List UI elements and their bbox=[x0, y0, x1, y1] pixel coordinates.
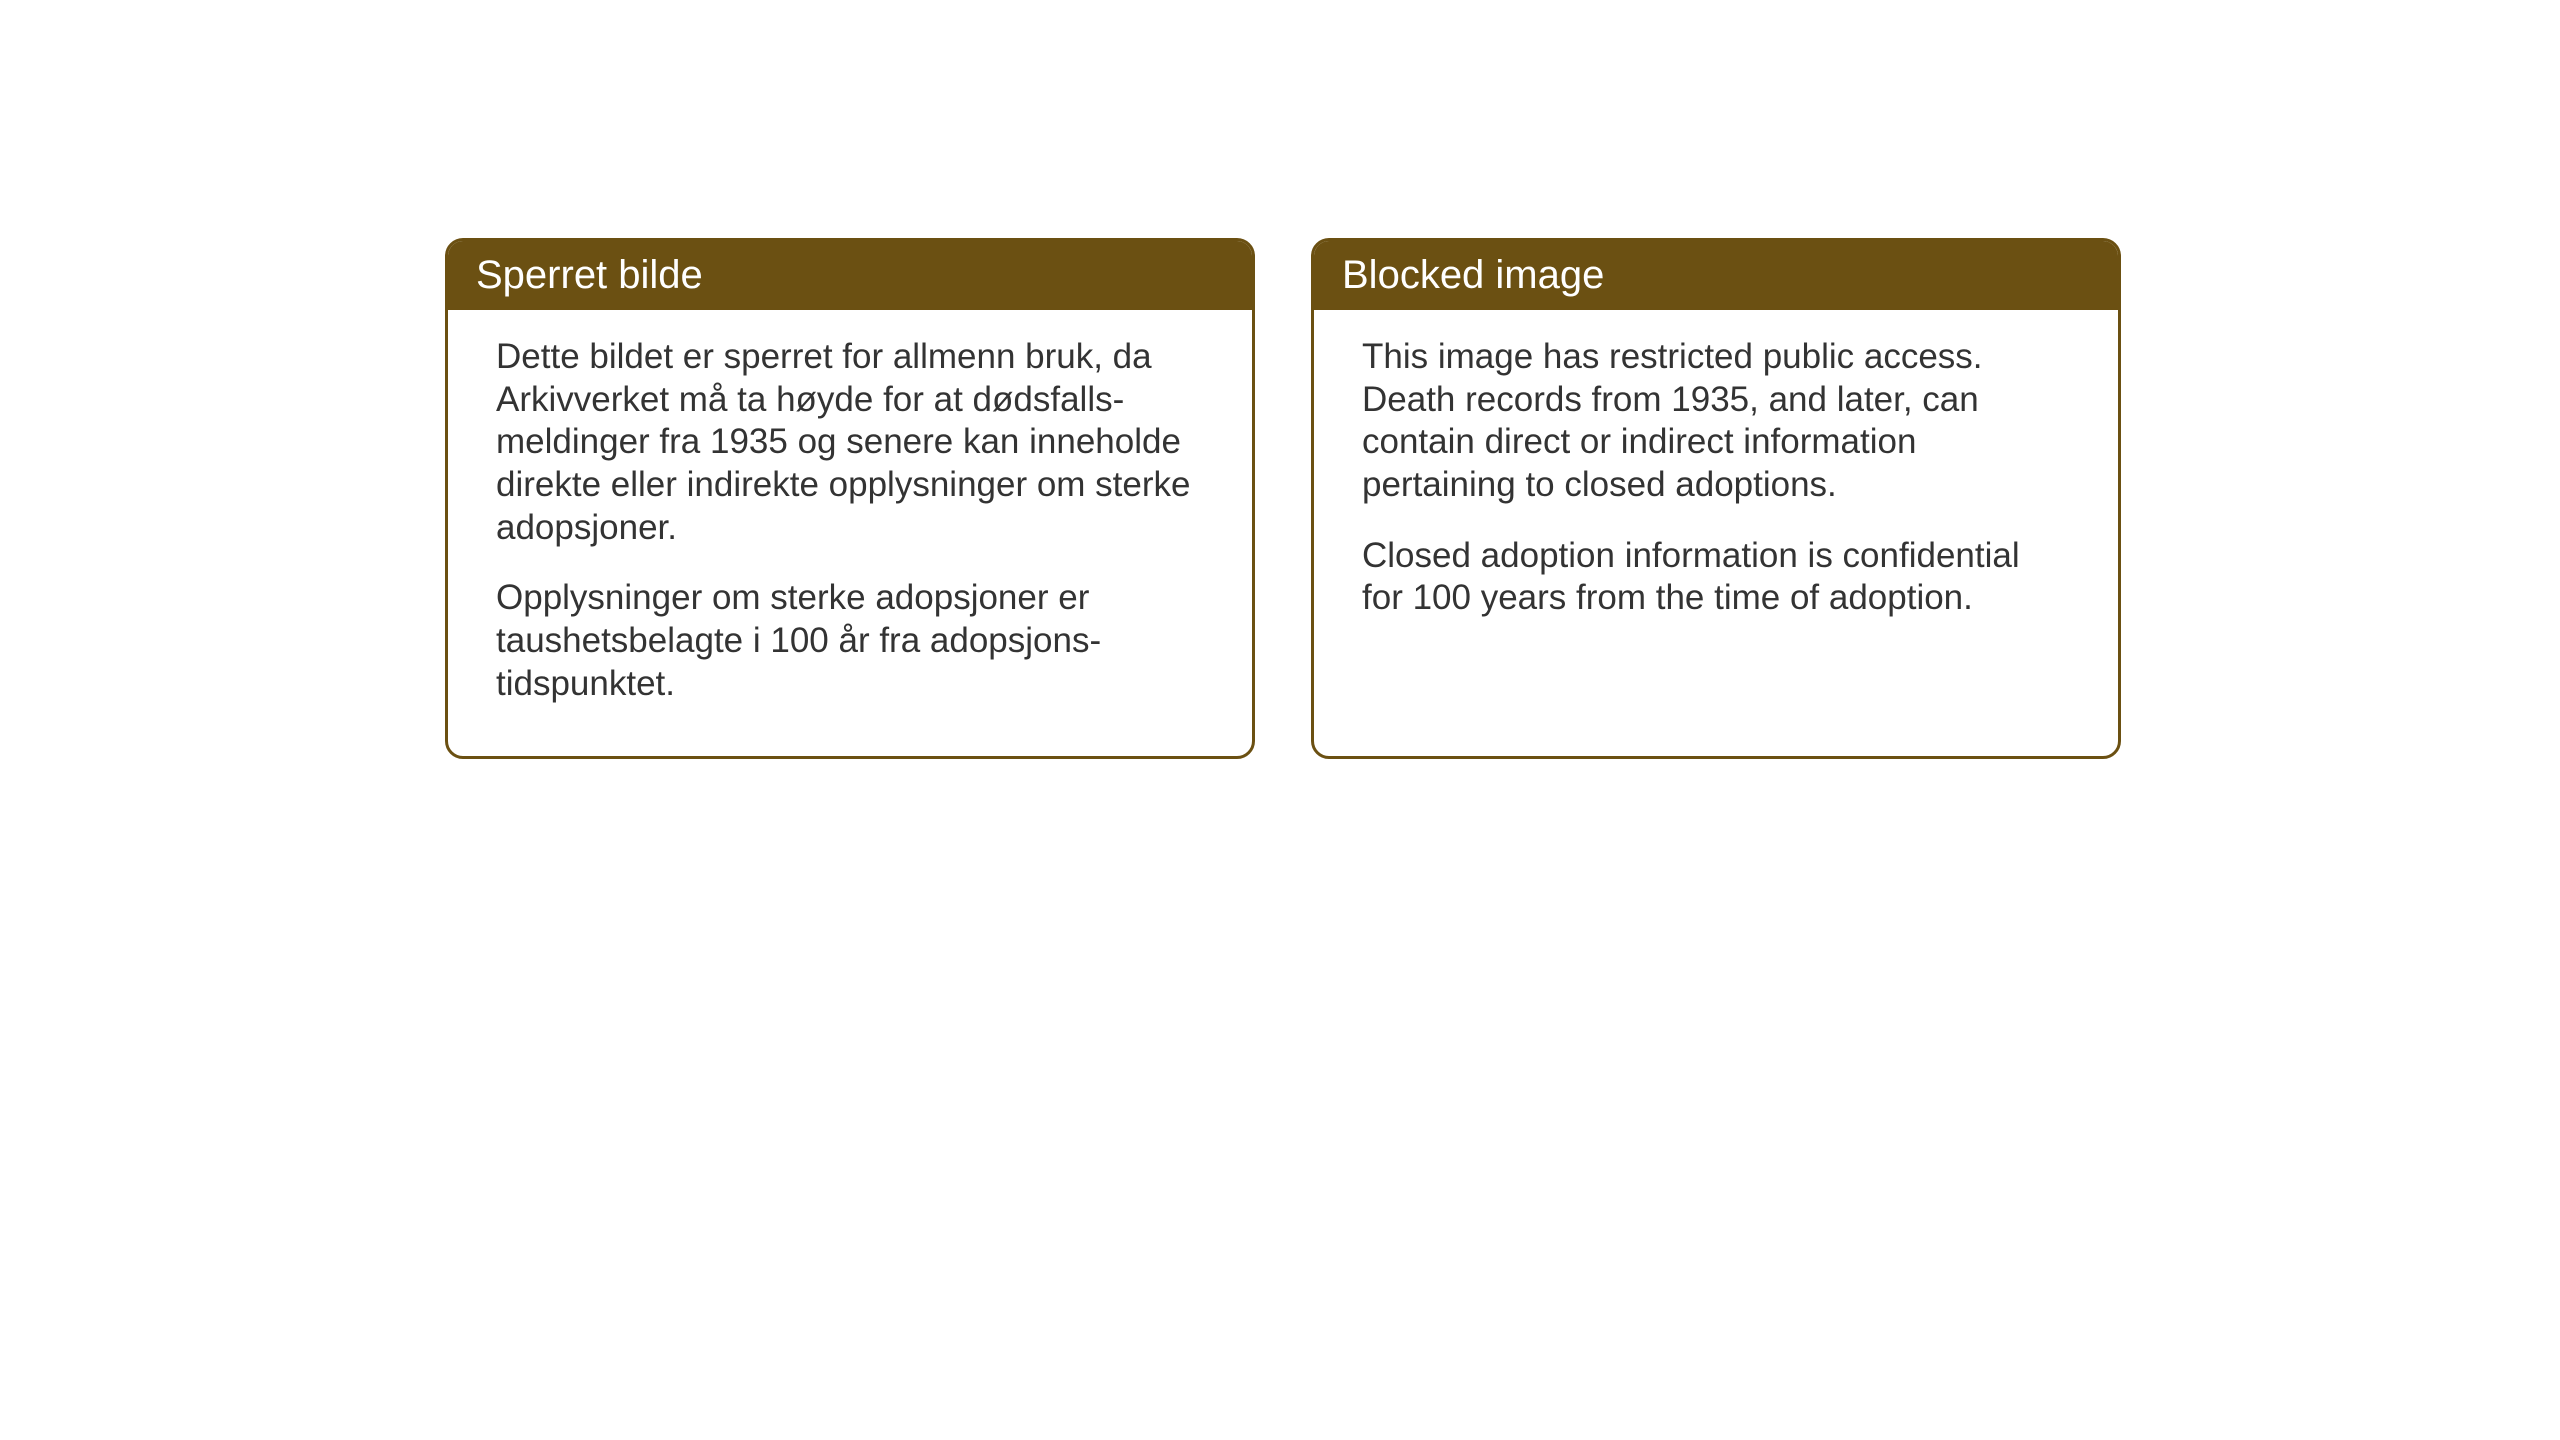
card-paragraph: Opplysninger om sterke adopsjoner er tau… bbox=[496, 577, 1204, 705]
notice-card-norwegian: Sperret bilde Dette bildet er sperret fo… bbox=[445, 238, 1255, 759]
card-title-english: Blocked image bbox=[1342, 253, 1604, 297]
card-header-english: Blocked image bbox=[1314, 241, 2118, 310]
card-paragraph: This image has restricted public access.… bbox=[1362, 336, 2070, 507]
card-paragraph: Closed adoption information is confident… bbox=[1362, 535, 2070, 620]
card-body-norwegian: Dette bildet er sperret for allmenn bruk… bbox=[448, 310, 1252, 756]
card-paragraph: Dette bildet er sperret for allmenn bruk… bbox=[496, 336, 1204, 549]
card-title-norwegian: Sperret bilde bbox=[476, 253, 703, 297]
notice-card-english: Blocked image This image has restricted … bbox=[1311, 238, 2121, 759]
card-body-english: This image has restricted public access.… bbox=[1314, 310, 2118, 756]
card-header-norwegian: Sperret bilde bbox=[448, 241, 1252, 310]
notice-cards-container: Sperret bilde Dette bildet er sperret fo… bbox=[445, 238, 2121, 759]
